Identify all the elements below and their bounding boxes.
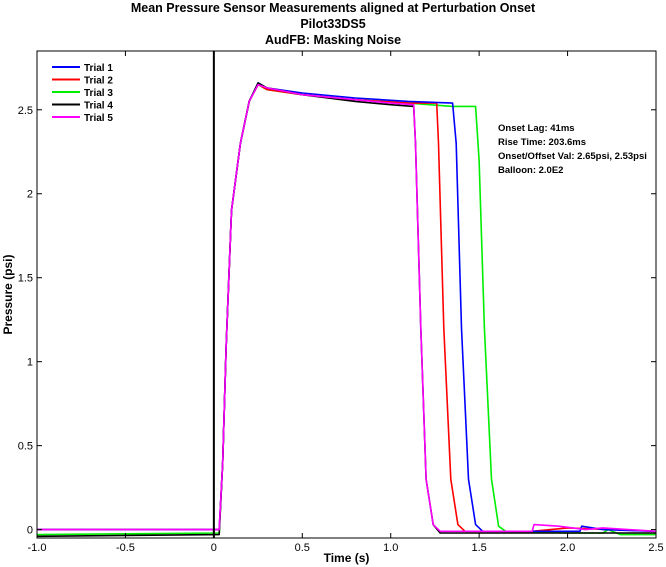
legend-label: Trial 3 <box>84 88 113 99</box>
x-tick-label: 0 <box>211 542 217 554</box>
chart-subtitle-2: AudFB: Masking Noise <box>264 33 402 47</box>
x-tick-label: -1.0 <box>28 542 47 554</box>
x-tick-label: 1.5 <box>471 542 486 554</box>
legend-box <box>44 58 124 138</box>
annotation-box: Onset Lag: 41ms Rise Time: 203.6ms Onset/O… <box>498 123 647 176</box>
legend-label: Trial 1 <box>84 63 113 74</box>
chart-title: Mean Pressure Sensor Measurements aligne… <box>130 1 536 15</box>
plot-area <box>36 50 657 539</box>
legend-label: Trial 2 <box>84 76 113 87</box>
x-tick-label: 2.0 <box>560 542 575 554</box>
y-axis-ticks: 0 0.5 1 1.5 2 2.5 <box>18 105 656 537</box>
x-tick-label: -0.5 <box>116 542 135 554</box>
annotation-line: Rise Time: 203.6ms <box>498 137 586 148</box>
legend-label: Trial 5 <box>84 113 113 124</box>
annotation-line: Balloon: 2.0E2 <box>498 165 563 176</box>
x-axis-label: Time (s) <box>324 551 370 565</box>
legend-label: Trial 4 <box>84 101 113 112</box>
y-axis-label: Pressure (psi) <box>1 254 15 334</box>
x-tick-label: 1.0 <box>383 542 398 554</box>
annotation-line: Onset Lag: 41ms <box>498 123 575 134</box>
y-tick-label: 1.5 <box>18 273 33 285</box>
axes-box <box>36 50 657 539</box>
x-tick-label: 0.5 <box>295 542 310 554</box>
x-tick-label: 2.5 <box>648 542 663 554</box>
series-line-trial-5 <box>37 83 656 533</box>
chart-subtitle-1: Pilot33DS5 <box>300 17 366 31</box>
plot-background <box>37 51 656 538</box>
y-tick-label: 2 <box>27 189 33 201</box>
y-tick-label: 0.5 <box>18 441 33 453</box>
y-tick-label: 0 <box>27 525 33 537</box>
y-tick-label: 1 <box>27 357 33 369</box>
series-lines <box>37 82 656 538</box>
y-tick-label: 2.5 <box>18 105 33 117</box>
annotation-line: Onset/Offset Val: 2.65psi, 2.53psi <box>498 151 647 162</box>
x-axis-ticks: -1.0 -0.5 0 0.5 1.0 1.5 2.0 2.5 <box>28 51 664 554</box>
